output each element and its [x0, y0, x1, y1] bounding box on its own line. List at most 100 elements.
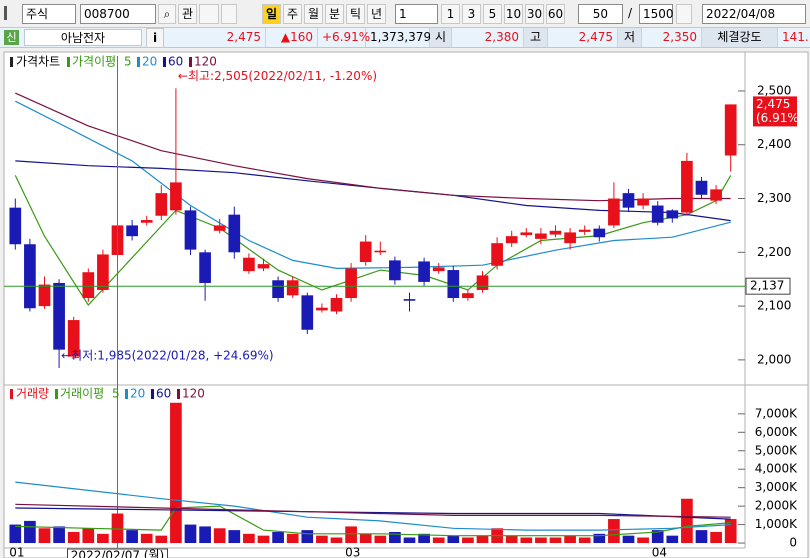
volume-bar — [359, 533, 372, 544]
y-tick-label: 2,500 — [757, 83, 791, 97]
stock-name: 아남전자 — [24, 29, 142, 46]
low: 2,350 — [642, 28, 702, 47]
volume-bar — [199, 526, 211, 544]
legend-title: 가격차트 — [16, 55, 60, 69]
candle-body — [257, 264, 270, 269]
candle-body — [593, 228, 606, 238]
change: ▲160 — [266, 28, 318, 47]
legend-ma-label: 가격이평 — [72, 55, 116, 69]
grid-button[interactable] — [676, 4, 692, 24]
spin-button[interactable] — [221, 4, 237, 24]
high: 2,475 — [548, 28, 618, 47]
candle-body — [710, 189, 722, 201]
y-tick-label: 1,000K — [755, 517, 798, 531]
volume-bar — [111, 513, 124, 544]
ma-line — [14, 175, 732, 306]
period-button[interactable]: 분 — [325, 4, 344, 24]
volume-bar — [155, 535, 168, 544]
interval-button[interactable]: 10 — [504, 4, 523, 24]
candle-body — [418, 261, 430, 282]
y-tick-label: 2,400 — [757, 137, 791, 151]
annotation: ←최고:2,505(2022/02/11, -1.20%) — [178, 69, 377, 83]
high-label: 고 — [524, 28, 548, 47]
volume-bar — [228, 530, 241, 544]
candle-body — [374, 250, 387, 253]
candle-body — [622, 193, 635, 208]
volume-bar — [97, 533, 109, 544]
volume-bar — [695, 530, 708, 544]
info-button[interactable]: i — [146, 28, 164, 48]
volume-bar — [126, 530, 138, 544]
search-button[interactable]: ⌕ — [158, 4, 176, 24]
rate: +6.91% — [318, 28, 370, 47]
legend-entry: 120 — [194, 55, 217, 69]
volume-bar — [564, 535, 576, 544]
candle-body — [432, 267, 445, 272]
volume-bar — [286, 533, 299, 544]
legend-swatch — [163, 57, 166, 67]
interval-button[interactable]: 30 — [525, 4, 544, 24]
candle-body — [272, 280, 284, 299]
total-count: 1500 — [639, 4, 674, 24]
volume-bar — [374, 535, 387, 544]
candle-body — [184, 210, 197, 250]
period-button[interactable]: 주 — [283, 4, 302, 24]
badge: 신 — [4, 30, 19, 45]
volume-bar — [418, 533, 430, 544]
volume-bar — [476, 535, 489, 544]
volume-bar — [505, 535, 518, 544]
volume-bar — [622, 535, 635, 544]
chart-frame — [3, 51, 809, 558]
nav-icon[interactable] — [4, 6, 18, 20]
candle-body — [389, 260, 401, 281]
volume-bar — [608, 519, 620, 544]
period-button[interactable]: 월 — [304, 4, 323, 24]
volume-bar — [403, 537, 416, 544]
candle-body — [345, 268, 357, 299]
volume-bar — [24, 520, 36, 544]
candle-body — [681, 160, 693, 213]
x-tick-label: 01 — [9, 546, 24, 558]
interval-button[interactable]: 5 — [483, 4, 502, 24]
interval-button[interactable]: 60 — [546, 4, 565, 24]
interval-button[interactable]: 3 — [462, 4, 481, 24]
candle-body — [82, 272, 95, 299]
view-count-input[interactable]: 50 — [578, 4, 623, 24]
watch-button[interactable]: 관 — [178, 4, 197, 24]
volume-bar — [316, 535, 328, 544]
ma-line — [15, 481, 731, 531]
interval-button[interactable]: 1 — [441, 4, 460, 24]
market-select[interactable]: 주식 — [22, 4, 76, 24]
ma-line — [15, 505, 731, 537]
volume-bar — [462, 537, 474, 544]
open-label: 시 — [430, 28, 452, 47]
candle-body — [301, 295, 314, 330]
legend-entry: 60 — [156, 387, 171, 401]
candle-body — [666, 210, 679, 219]
candle-body — [286, 280, 299, 296]
candle-body — [359, 241, 372, 262]
candle-body — [38, 284, 51, 307]
candle-body — [447, 270, 460, 299]
count-select[interactable]: 1 — [395, 4, 438, 24]
last-rate: (6.91%) — [756, 111, 803, 125]
period-button[interactable]: 년 — [367, 4, 386, 24]
volume-bar — [9, 524, 22, 544]
volume-bar — [67, 531, 80, 544]
volume-bar — [549, 537, 562, 544]
tool-button[interactable] — [199, 4, 219, 24]
legend-swatch — [55, 389, 58, 399]
period-button[interactable]: 틱 — [346, 4, 365, 24]
period-button[interactable]: 일 — [262, 4, 281, 24]
strength: 141. — [778, 28, 810, 47]
code-input[interactable]: 008700 — [80, 4, 156, 24]
candle-body — [199, 252, 211, 283]
date-input[interactable]: 2022/04/08 — [702, 4, 806, 24]
x-tick-label: 04 — [652, 546, 667, 558]
candle-body — [140, 220, 153, 223]
candle-body — [9, 207, 22, 245]
price: 2,475 — [168, 28, 266, 47]
legend-swatch — [151, 389, 154, 399]
legend-entry: 20 — [142, 55, 157, 69]
